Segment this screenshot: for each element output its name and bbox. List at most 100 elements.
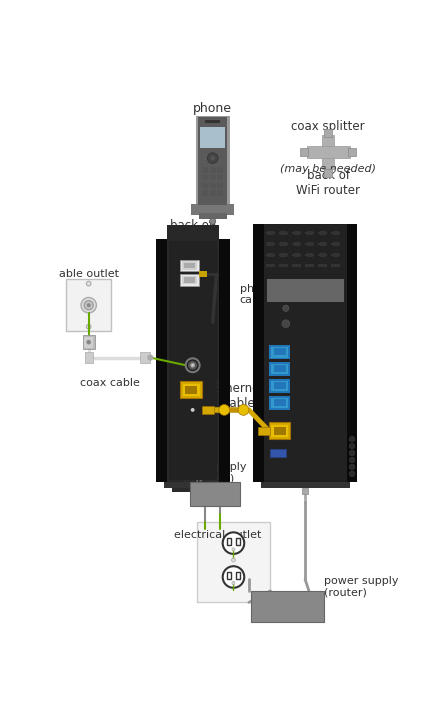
- Circle shape: [86, 281, 91, 286]
- Bar: [200, 127, 225, 148]
- Bar: [269, 362, 290, 376]
- Bar: [209, 175, 216, 180]
- Bar: [279, 232, 288, 234]
- Bar: [184, 278, 195, 283]
- Bar: [185, 386, 197, 394]
- Bar: [331, 243, 341, 245]
- Text: SN: XXXXXXXX: SN: XXXXXXXX: [285, 289, 326, 294]
- Bar: [84, 337, 93, 348]
- Bar: [279, 243, 288, 245]
- Text: (may be needed): (may be needed): [280, 164, 376, 174]
- Text: electrical outlet: electrical outlet: [174, 531, 261, 541]
- Bar: [331, 254, 341, 256]
- Circle shape: [219, 404, 230, 415]
- Bar: [167, 239, 219, 482]
- Bar: [191, 204, 234, 215]
- Bar: [182, 261, 197, 270]
- Circle shape: [232, 548, 235, 551]
- Bar: [236, 572, 240, 579]
- Bar: [269, 423, 290, 439]
- Circle shape: [349, 443, 355, 448]
- Bar: [273, 382, 286, 389]
- Bar: [319, 253, 326, 257]
- Text: Internet: Internet: [292, 412, 328, 420]
- Bar: [279, 254, 288, 256]
- Circle shape: [209, 218, 216, 224]
- Text: back of
WiFi router: back of WiFi router: [296, 169, 360, 197]
- Bar: [333, 231, 339, 235]
- Text: 2: 2: [175, 262, 180, 270]
- Circle shape: [207, 153, 218, 164]
- Bar: [209, 182, 216, 188]
- Bar: [198, 118, 227, 205]
- Bar: [217, 175, 224, 180]
- Bar: [217, 167, 224, 173]
- Text: Power: Power: [292, 456, 319, 465]
- Circle shape: [349, 436, 355, 442]
- Bar: [280, 253, 287, 257]
- Text: MODEL XXXXX: MODEL XXXXX: [285, 283, 325, 288]
- Bar: [205, 120, 221, 123]
- Bar: [83, 335, 95, 349]
- Bar: [271, 397, 288, 408]
- Bar: [280, 231, 287, 235]
- Text: Ethernet: Ethernet: [292, 333, 331, 342]
- Bar: [209, 190, 216, 196]
- Text: Reset: Reset: [292, 302, 317, 311]
- Bar: [318, 243, 327, 245]
- Bar: [324, 129, 332, 136]
- Bar: [202, 167, 208, 173]
- Circle shape: [283, 305, 289, 311]
- Text: coax splitter: coax splitter: [292, 120, 365, 133]
- Bar: [157, 239, 230, 482]
- Bar: [202, 182, 208, 188]
- Circle shape: [190, 363, 195, 368]
- Text: 1: 1: [295, 399, 300, 407]
- Bar: [333, 242, 339, 246]
- Circle shape: [147, 355, 154, 360]
- Bar: [267, 279, 344, 302]
- Bar: [180, 381, 202, 399]
- Bar: [267, 242, 273, 246]
- Bar: [271, 381, 288, 392]
- Bar: [322, 158, 335, 169]
- Circle shape: [188, 360, 197, 370]
- Bar: [85, 352, 92, 363]
- Circle shape: [86, 324, 91, 329]
- Bar: [190, 482, 240, 506]
- Bar: [292, 232, 301, 234]
- Bar: [305, 254, 314, 256]
- Bar: [294, 264, 300, 267]
- Bar: [197, 521, 270, 603]
- Bar: [169, 241, 217, 480]
- Text: Power: Power: [180, 399, 206, 408]
- Bar: [267, 253, 273, 257]
- Bar: [139, 352, 150, 363]
- Bar: [333, 264, 339, 267]
- Bar: [269, 379, 290, 393]
- Text: able outlet: able outlet: [59, 269, 119, 278]
- Bar: [180, 260, 199, 271]
- Bar: [294, 253, 300, 257]
- Bar: [348, 148, 356, 156]
- Bar: [264, 225, 347, 480]
- Bar: [307, 242, 313, 246]
- Circle shape: [192, 365, 194, 366]
- Bar: [280, 264, 287, 267]
- Bar: [292, 265, 301, 267]
- Bar: [307, 264, 313, 267]
- Bar: [164, 482, 222, 487]
- Bar: [279, 265, 288, 267]
- Bar: [270, 449, 286, 457]
- Bar: [202, 175, 208, 180]
- Circle shape: [84, 301, 93, 310]
- Circle shape: [231, 558, 235, 562]
- Bar: [236, 538, 240, 546]
- Bar: [172, 487, 214, 492]
- Bar: [319, 231, 326, 235]
- Bar: [267, 264, 273, 267]
- Text: WPS: WPS: [292, 318, 312, 327]
- Bar: [217, 190, 224, 196]
- Circle shape: [349, 451, 355, 456]
- Bar: [267, 231, 273, 235]
